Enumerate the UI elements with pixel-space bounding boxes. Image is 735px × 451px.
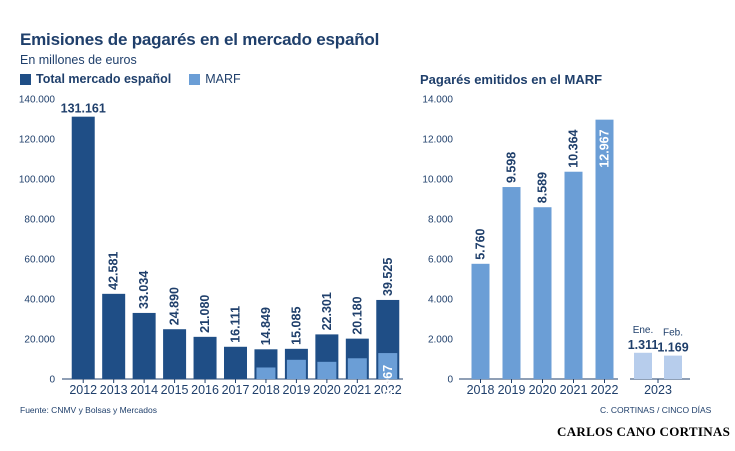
x-tick-left-2012: 2012	[69, 383, 97, 397]
x-tick-left-2021: 2021	[343, 383, 371, 397]
y-tick-left: 140.000	[19, 95, 56, 106]
bar-marf-annual-2019	[502, 187, 521, 379]
y-tick-left: 40.000	[24, 295, 55, 306]
bar-total-2014	[132, 312, 156, 379]
legend-label-marf: MARF	[205, 72, 241, 86]
month-label-Feb.: Feb.	[663, 328, 683, 339]
legend-label-total: Total mercado español	[36, 72, 172, 86]
bar-total-2012	[71, 116, 95, 379]
legend-item-total: Total mercado español	[20, 72, 171, 86]
data-label-marf-annual-2022: 12.967	[598, 129, 612, 167]
y-tick-right: 4.000	[428, 295, 453, 306]
data-label-total-2021: 20.180	[350, 296, 364, 334]
bar-total-2015	[163, 329, 187, 379]
bar-monthly-Feb.	[664, 355, 682, 379]
chart-subtitle: En millones de euros	[20, 53, 137, 67]
data-label-total-2020: 22.301	[320, 292, 334, 330]
x-tick-right-2022: 2022	[591, 383, 619, 397]
x-tick-left-2020: 2020	[313, 383, 341, 397]
bar-marf-annual-2022	[595, 119, 614, 379]
bar-marf-annual-2018	[471, 263, 490, 379]
bar-marf-annual-2020	[533, 207, 552, 379]
y-tick-left: 100.000	[19, 175, 56, 186]
data-label-marf-annual-2018: 5.760	[474, 228, 488, 259]
chart-title: Emisiones de pagarés en el mercado españ…	[20, 30, 380, 49]
x-tick-left-2015: 2015	[161, 383, 189, 397]
x-tick-right-2020: 2020	[529, 383, 557, 397]
legend-swatch-total	[20, 73, 31, 85]
y-tick-right: 12.000	[422, 135, 453, 146]
x-tick-left-2014: 2014	[130, 383, 158, 397]
source-note: Fuente: CNMV y Bolsas y Mercados	[20, 405, 157, 415]
y-tick-right: 0	[447, 375, 453, 386]
data-label-marf-annual-2020: 8.589	[536, 172, 550, 203]
author-name: CARLOS CANO CORTINAS	[557, 424, 731, 439]
data-label-monthly-Ene.: 1.311	[628, 338, 659, 352]
bar-marf-2022	[378, 353, 398, 379]
data-label-total-2018: 14.849	[259, 307, 273, 345]
y-tick-right: 10.000	[422, 175, 453, 186]
legend: Total mercado español MARF	[20, 72, 259, 86]
data-label-marf-annual-2021: 10.364	[567, 129, 581, 167]
bar-total-2013	[102, 293, 126, 379]
data-label-total-2016: 21.080	[198, 295, 212, 333]
x-tick-right-2018: 2018	[467, 383, 495, 397]
bar-monthly-Ene.	[634, 352, 652, 379]
bar-total-2016	[193, 336, 217, 379]
x-tick-left-2019: 2019	[283, 383, 311, 397]
data-label-total-2019: 15.085	[289, 307, 303, 345]
y-tick-left: 80.000	[24, 215, 55, 226]
x-tick-left-2016: 2016	[191, 383, 219, 397]
right-chart-title: Pagarés emitidos en el MARF	[420, 72, 603, 87]
legend-swatch-marf	[189, 73, 201, 85]
y-tick-right: 2.000	[428, 335, 453, 346]
y-tick-left: 60.000	[24, 255, 55, 266]
y-tick-left: 0	[49, 375, 55, 386]
bar-marf-annual-2021	[564, 171, 583, 379]
y-tick-left: 20.000	[24, 335, 55, 346]
y-tick-right: 8.000	[428, 215, 453, 226]
bar-marf-2018	[256, 367, 276, 379]
bar-marf-2020	[317, 361, 337, 379]
data-label-total-2017: 16.111	[229, 306, 243, 343]
x-tick-left-2013: 2013	[100, 383, 128, 397]
y-tick-right: 14.000	[422, 95, 453, 106]
data-label-monthly-Feb.: 1.169	[657, 341, 688, 355]
x-tick-right-2019: 2019	[498, 383, 526, 397]
data-label-total-2012: 131.161	[61, 102, 106, 116]
bar-total-2017	[224, 346, 247, 379]
y-tick-left: 120.000	[19, 135, 56, 146]
x-tick-left-2018: 2018	[252, 383, 280, 397]
data-label-total-2015: 24.890	[168, 287, 182, 325]
bar-marf-2021	[347, 358, 367, 379]
x-tick-right-2021: 2021	[560, 383, 588, 397]
legend-item-marf: MARF	[189, 72, 241, 86]
data-label-total-2013: 42.581	[107, 252, 121, 290]
x-tick-monthly-group: 2023	[644, 383, 672, 397]
x-tick-left-2022: 2022	[374, 383, 402, 397]
bar-marf-2019	[286, 359, 306, 379]
data-label-marf-annual-2019: 9.598	[505, 152, 519, 183]
x-tick-left-2017: 2017	[222, 383, 250, 397]
data-label-total-2014: 33.034	[137, 271, 151, 309]
month-label-Ene.: Ene.	[633, 325, 654, 336]
data-label-total-2022: 39.525	[381, 258, 395, 296]
y-tick-right: 6.000	[428, 255, 453, 266]
credit-note: C. CORTINAS / CINCO DÍAS	[600, 405, 712, 415]
data-label-marf-2022: 12.967	[381, 365, 395, 403]
